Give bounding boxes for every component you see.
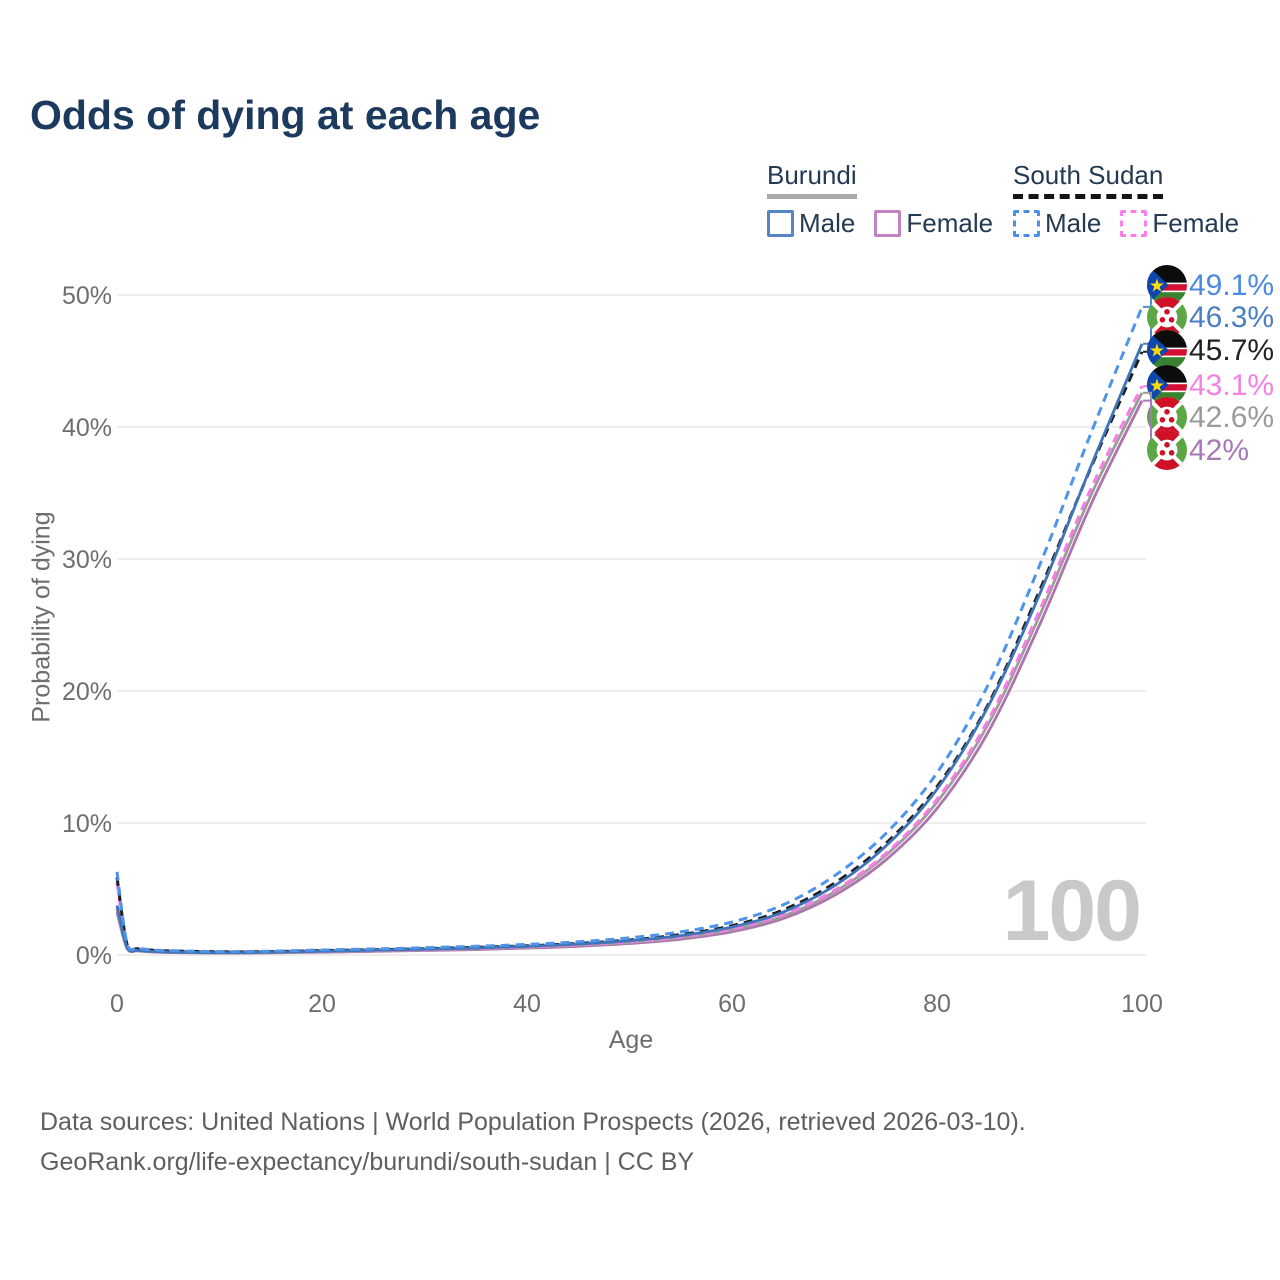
- legend-group-south-sudan: South Sudan Male Female: [1013, 160, 1239, 239]
- legend-country-burundi[interactable]: Burundi: [767, 160, 857, 199]
- legend-item-label: Female: [906, 208, 994, 238]
- series-line-south-sudan-male[interactable]: [115, 306, 1144, 954]
- south-sudan-male-swatch-icon: [1013, 210, 1040, 237]
- x-tick-label: 0: [110, 990, 124, 1018]
- age-counter-watermark: 100: [1002, 863, 1143, 959]
- end-label-connector-burundi-female: [1143, 399, 1152, 450]
- burundi-male-swatch-icon: [767, 210, 794, 237]
- legend-item-south-sudan-female[interactable]: Female: [1120, 208, 1239, 239]
- end-value-label-burundi-male: 46.3%: [1189, 301, 1274, 334]
- series-layer: [115, 306, 1144, 955]
- x-tick-label: 40: [513, 990, 541, 1018]
- star-icon: ★: [1149, 275, 1165, 295]
- y-tick-label: 40%: [62, 414, 112, 442]
- legend-item-burundi-female[interactable]: Female: [874, 208, 993, 239]
- end-value-label-burundi-female: 42%: [1189, 434, 1249, 467]
- legend-item-label: Male: [799, 208, 856, 238]
- x-tick-label: 60: [718, 990, 746, 1018]
- legend: Burundi Male Female South Sudan Male: [0, 160, 1280, 250]
- legend-item-label: Male: [1045, 208, 1102, 238]
- star-icon: ★: [1149, 375, 1165, 395]
- legend-country-south-sudan[interactable]: South Sudan: [1013, 160, 1164, 199]
- end-value-label-burundi-both: 42.6%: [1189, 401, 1274, 434]
- series-line-burundi-male[interactable]: [115, 343, 1144, 955]
- south-sudan-flag-icon: ★: [1147, 330, 1187, 370]
- legend-item-south-sudan-male[interactable]: Male: [1013, 208, 1101, 239]
- y-tick-label: 20%: [62, 678, 112, 706]
- burundi-female-swatch-icon: [874, 210, 902, 237]
- legend-item-label: Female: [1152, 208, 1240, 238]
- page-title: Odds of dying at each age: [30, 92, 541, 138]
- legend-items-burundi: Male Female: [767, 208, 993, 239]
- series-line-south-sudan-both[interactable]: [115, 351, 1144, 954]
- grid-layer: [117, 294, 1146, 956]
- y-tick-label: 50%: [62, 282, 112, 310]
- series-line-burundi-female[interactable]: [115, 399, 1144, 955]
- legend-item-burundi-male[interactable]: Male: [767, 208, 855, 239]
- y-tick-label: 0%: [76, 942, 112, 970]
- end-value-label-south-sudan-both: 45.7%: [1189, 334, 1274, 367]
- end-label-layer: ★ 49.1%46.3% ★ 45.7% ★ 43.1%42.6%42%: [1143, 265, 1274, 470]
- footer-url[interactable]: GeoRank.org/life-expectancy/burundi/sout…: [40, 1148, 695, 1176]
- star-icon: ★: [1149, 340, 1165, 360]
- end-value-label-south-sudan-male: 49.1%: [1189, 269, 1274, 302]
- y-axis-title: Probability of dying: [27, 511, 56, 723]
- x-tick-label: 20: [308, 990, 336, 1018]
- tick-layer: 0% 10% 20% 30% 40% 50% 0 20 40 60 80 100: [62, 282, 1163, 1018]
- x-tick-label: 100: [1121, 990, 1163, 1018]
- legend-items-south-sudan: Male Female: [1013, 208, 1239, 239]
- series-line-burundi-both[interactable]: [115, 392, 1144, 955]
- y-tick-label: 10%: [62, 810, 112, 838]
- legend-group-burundi: Burundi Male Female: [767, 160, 993, 239]
- south-sudan-female-swatch-icon: [1120, 210, 1148, 237]
- y-tick-label: 30%: [62, 546, 112, 574]
- end-value-label-south-sudan-female: 43.1%: [1189, 369, 1274, 402]
- footer-data-sources: Data sources: United Nations | World Pop…: [40, 1108, 1026, 1136]
- series-line-south-sudan-female[interactable]: [115, 385, 1144, 954]
- x-axis-title: Age: [608, 1026, 654, 1054]
- x-tick-label: 80: [923, 990, 951, 1018]
